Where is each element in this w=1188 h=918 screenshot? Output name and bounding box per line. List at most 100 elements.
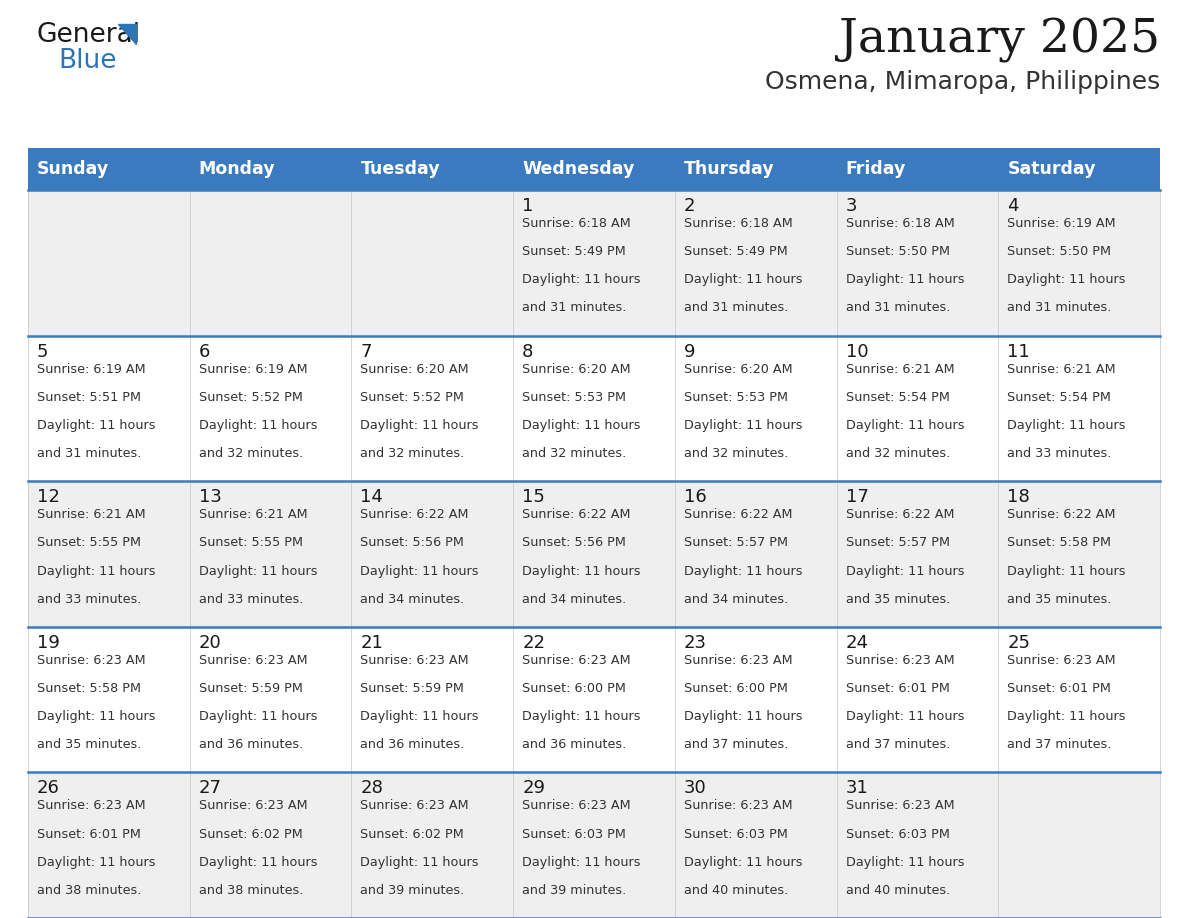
Text: Daylight: 11 hours: Daylight: 11 hours	[684, 711, 802, 723]
Bar	[998, 148, 1159, 190]
Text: Sunrise: 6:19 AM: Sunrise: 6:19 AM	[1007, 217, 1116, 230]
Text: and 38 minutes.: and 38 minutes.	[198, 884, 303, 897]
Bar	[29, 481, 1159, 627]
Text: and 34 minutes.: and 34 minutes.	[523, 593, 626, 606]
Text: Daylight: 11 hours: Daylight: 11 hours	[198, 711, 317, 723]
Text: and 35 minutes.: and 35 minutes.	[846, 593, 950, 606]
Text: Daylight: 11 hours: Daylight: 11 hours	[1007, 274, 1126, 286]
Text: Sunrise: 6:21 AM: Sunrise: 6:21 AM	[37, 509, 146, 521]
Text: Sunset: 5:49 PM: Sunset: 5:49 PM	[523, 245, 626, 258]
Text: Osmena, Mimaropa, Philippines: Osmena, Mimaropa, Philippines	[765, 70, 1159, 94]
Text: Sunset: 5:56 PM: Sunset: 5:56 PM	[360, 536, 465, 549]
Text: and 37 minutes.: and 37 minutes.	[1007, 738, 1112, 751]
Text: Sunset: 5:58 PM: Sunset: 5:58 PM	[37, 682, 141, 695]
Text: Daylight: 11 hours: Daylight: 11 hours	[360, 419, 479, 431]
Text: Daylight: 11 hours: Daylight: 11 hours	[523, 419, 640, 431]
Bar	[190, 148, 352, 190]
Text: Sunset: 6:03 PM: Sunset: 6:03 PM	[523, 827, 626, 841]
Text: Daylight: 11 hours: Daylight: 11 hours	[198, 565, 317, 577]
Text: 11: 11	[1007, 342, 1030, 361]
Text: and 32 minutes.: and 32 minutes.	[198, 447, 303, 460]
Text: and 33 minutes.: and 33 minutes.	[1007, 447, 1112, 460]
Text: Daylight: 11 hours: Daylight: 11 hours	[684, 274, 802, 286]
Text: Sunrise: 6:22 AM: Sunrise: 6:22 AM	[846, 509, 954, 521]
Text: and 34 minutes.: and 34 minutes.	[684, 593, 788, 606]
Text: Sunset: 6:03 PM: Sunset: 6:03 PM	[846, 827, 949, 841]
Text: 30: 30	[684, 779, 707, 798]
Text: Friday: Friday	[846, 160, 906, 178]
Text: Daylight: 11 hours: Daylight: 11 hours	[846, 856, 965, 868]
Text: and 31 minutes.: and 31 minutes.	[684, 301, 788, 315]
Text: and 32 minutes.: and 32 minutes.	[684, 447, 788, 460]
Text: Sunrise: 6:23 AM: Sunrise: 6:23 AM	[1007, 654, 1116, 666]
Text: Sunrise: 6:23 AM: Sunrise: 6:23 AM	[523, 800, 631, 812]
Polygon shape	[118, 24, 135, 44]
Text: General: General	[36, 22, 140, 48]
Text: and 38 minutes.: and 38 minutes.	[37, 884, 141, 897]
Text: Sunset: 6:01 PM: Sunset: 6:01 PM	[846, 682, 949, 695]
Text: 29: 29	[523, 779, 545, 798]
Text: 31: 31	[846, 779, 868, 798]
Text: Daylight: 11 hours: Daylight: 11 hours	[684, 419, 802, 431]
Text: and 33 minutes.: and 33 minutes.	[37, 593, 141, 606]
Text: Sunrise: 6:19 AM: Sunrise: 6:19 AM	[37, 363, 146, 375]
Text: Sunrise: 6:23 AM: Sunrise: 6:23 AM	[360, 800, 469, 812]
Text: Daylight: 11 hours: Daylight: 11 hours	[523, 274, 640, 286]
Text: Daylight: 11 hours: Daylight: 11 hours	[846, 565, 965, 577]
Bar	[513, 148, 675, 190]
Text: and 37 minutes.: and 37 minutes.	[846, 738, 950, 751]
Text: and 36 minutes.: and 36 minutes.	[360, 738, 465, 751]
Text: 8: 8	[523, 342, 533, 361]
Text: 2: 2	[684, 197, 695, 215]
Text: Sunset: 6:03 PM: Sunset: 6:03 PM	[684, 827, 788, 841]
Text: and 40 minutes.: and 40 minutes.	[846, 884, 950, 897]
Bar	[29, 148, 190, 190]
Text: Daylight: 11 hours: Daylight: 11 hours	[198, 856, 317, 868]
Text: Daylight: 11 hours: Daylight: 11 hours	[360, 856, 479, 868]
Text: Daylight: 11 hours: Daylight: 11 hours	[360, 711, 479, 723]
Text: Sunset: 5:57 PM: Sunset: 5:57 PM	[846, 536, 949, 549]
Text: Sunrise: 6:19 AM: Sunrise: 6:19 AM	[198, 363, 308, 375]
Text: Sunset: 5:59 PM: Sunset: 5:59 PM	[360, 682, 465, 695]
Text: Sunrise: 6:23 AM: Sunrise: 6:23 AM	[846, 654, 954, 666]
Text: Daylight: 11 hours: Daylight: 11 hours	[684, 856, 802, 868]
Text: 3: 3	[846, 197, 857, 215]
Text: Sunrise: 6:22 AM: Sunrise: 6:22 AM	[1007, 509, 1116, 521]
Text: and 36 minutes.: and 36 minutes.	[198, 738, 303, 751]
Text: Sunrise: 6:23 AM: Sunrise: 6:23 AM	[523, 654, 631, 666]
Text: and 39 minutes.: and 39 minutes.	[523, 884, 626, 897]
Text: Sunrise: 6:20 AM: Sunrise: 6:20 AM	[360, 363, 469, 375]
Text: Sunset: 5:51 PM: Sunset: 5:51 PM	[37, 391, 141, 404]
Text: Sunset: 6:01 PM: Sunset: 6:01 PM	[1007, 682, 1111, 695]
Text: Sunrise: 6:20 AM: Sunrise: 6:20 AM	[684, 363, 792, 375]
Text: 23: 23	[684, 633, 707, 652]
Text: and 32 minutes.: and 32 minutes.	[360, 447, 465, 460]
Text: 27: 27	[198, 779, 222, 798]
Text: Blue: Blue	[58, 48, 116, 74]
Text: Sunset: 5:55 PM: Sunset: 5:55 PM	[198, 536, 303, 549]
Text: Sunset: 5:50 PM: Sunset: 5:50 PM	[1007, 245, 1111, 258]
Text: and 32 minutes.: and 32 minutes.	[523, 447, 626, 460]
Text: and 33 minutes.: and 33 minutes.	[198, 593, 303, 606]
Text: Sunset: 5:50 PM: Sunset: 5:50 PM	[846, 245, 949, 258]
Text: Daylight: 11 hours: Daylight: 11 hours	[198, 419, 317, 431]
Text: Sunset: 5:49 PM: Sunset: 5:49 PM	[684, 245, 788, 258]
Text: and 31 minutes.: and 31 minutes.	[523, 301, 626, 315]
Text: 12: 12	[37, 488, 59, 506]
Text: 15: 15	[523, 488, 545, 506]
Text: and 35 minutes.: and 35 minutes.	[37, 738, 141, 751]
Text: Sunday: Sunday	[37, 160, 109, 178]
Text: and 31 minutes.: and 31 minutes.	[846, 301, 950, 315]
Text: Daylight: 11 hours: Daylight: 11 hours	[523, 856, 640, 868]
Text: 5: 5	[37, 342, 49, 361]
Bar	[675, 148, 836, 190]
Text: Sunset: 6:00 PM: Sunset: 6:00 PM	[523, 682, 626, 695]
Text: Sunrise: 6:23 AM: Sunrise: 6:23 AM	[198, 654, 308, 666]
Text: Daylight: 11 hours: Daylight: 11 hours	[523, 711, 640, 723]
Text: 13: 13	[198, 488, 222, 506]
Text: 10: 10	[846, 342, 868, 361]
Text: 14: 14	[360, 488, 384, 506]
Text: Sunrise: 6:21 AM: Sunrise: 6:21 AM	[846, 363, 954, 375]
Text: Daylight: 11 hours: Daylight: 11 hours	[37, 565, 156, 577]
Bar	[29, 627, 1159, 772]
